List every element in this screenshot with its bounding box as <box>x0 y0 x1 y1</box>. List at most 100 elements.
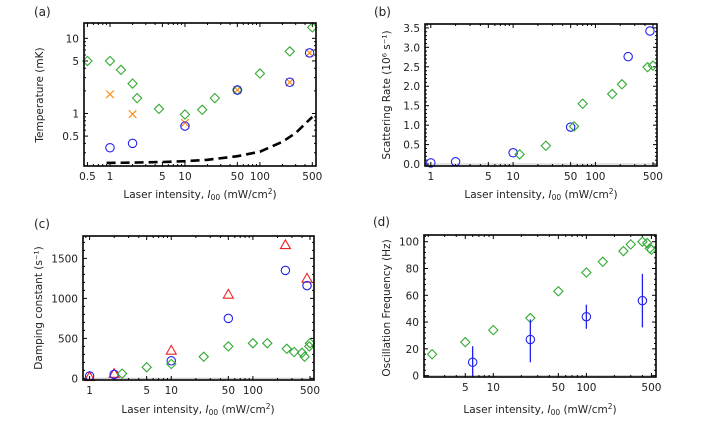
data-point-diamond <box>625 238 637 250</box>
data-point-diamond <box>514 148 526 160</box>
data-point-diamond <box>642 61 653 73</box>
data-point-diamond <box>153 103 165 115</box>
panel-c-label: (c) <box>34 217 50 231</box>
panel-c-ylabel: Damping constant (s⁻¹) <box>33 246 45 369</box>
series-red-triangles <box>83 238 313 382</box>
data-point-circle <box>426 158 436 168</box>
panel-d: (d) 5 10 50 100 500 0 20 40 60 80 100 Oscillation … <box>373 215 661 417</box>
data-point-diamond <box>296 347 308 359</box>
data-point-circle <box>581 311 592 322</box>
x-tick-label: 5 <box>159 171 166 183</box>
data-point-cross <box>105 90 115 99</box>
data-point-diamond <box>606 88 618 100</box>
panel-c-xlabel: Laser intensity, I00 (mW/cm2) <box>121 402 274 417</box>
data-point-circle <box>180 121 190 131</box>
series-green-diamonds <box>426 236 657 360</box>
y-tick-label: 3.5 <box>403 23 420 35</box>
data-point-diamond <box>116 368 128 379</box>
data-point-circle <box>280 265 291 276</box>
data-point-diamond <box>577 98 589 110</box>
data-point-diamond <box>299 351 311 363</box>
data-point-circle <box>127 138 138 149</box>
plot-frame <box>82 235 315 381</box>
y-tick-label: 10 <box>66 33 79 45</box>
x-tick-label: 50 <box>231 171 244 183</box>
y-tick-label: 1.0 <box>403 120 420 132</box>
plot-frame <box>423 234 657 378</box>
x-tick-label: 10 <box>165 385 178 397</box>
data-point-diamond <box>641 237 653 249</box>
plot-frame <box>424 23 658 167</box>
data-point-diamond <box>540 140 552 152</box>
y-tick-label: 2.5 <box>403 62 420 74</box>
data-point-cross <box>285 78 294 87</box>
data-point-circle <box>565 122 576 132</box>
data-point-cross <box>305 48 314 58</box>
data-point-circle <box>645 26 655 36</box>
data-point-triangle <box>279 238 292 250</box>
y-tick-label: 1 <box>72 108 79 120</box>
data-point-diamond <box>637 236 648 248</box>
y-tick-label: 1500 <box>51 253 78 265</box>
data-point-diamond <box>261 337 273 349</box>
x-tick-label: 500 <box>643 171 663 183</box>
data-point-diamond <box>459 336 471 348</box>
x-tick-label: 50 <box>222 385 235 397</box>
data-point-diamond <box>647 60 659 72</box>
data-point-diamond <box>222 341 234 352</box>
y-tick-label: 0.5 <box>403 140 420 152</box>
data-point-circle <box>304 48 315 58</box>
series-orange-crosses <box>105 48 314 128</box>
panel-c: (c) 1 5 10 50 100 500 0 500 1000 1500 Damping con… <box>33 217 320 417</box>
panel-b-ylabel: Scattering Rate (10⁶ s⁻¹) <box>381 30 393 159</box>
y-tick-label: 80 <box>406 263 419 275</box>
data-point-diamond <box>426 348 438 360</box>
x-tick-label: 10 <box>506 171 519 183</box>
y-tick-label: 0.0 <box>403 159 420 171</box>
panel-b-label: (b) <box>374 5 391 19</box>
data-point-circle <box>637 295 648 306</box>
y-tick-label: 40 <box>406 317 419 329</box>
x-tick-label: 1 <box>86 385 93 397</box>
data-point-circle <box>284 77 295 88</box>
y-tick-label: 2.0 <box>403 81 420 93</box>
plot-d-area: 5 10 50 100 500 0 20 40 60 80 100 <box>399 234 661 394</box>
panel-d-label: (d) <box>373 215 390 229</box>
panel-b-xlabel: Laser intensity, I00 (mW/cm2) <box>464 187 617 202</box>
series-blue-circles <box>426 26 655 168</box>
panel-d-xlabel: Laser intensity, I00 (mW/cm2) <box>463 402 616 417</box>
data-point-diamond <box>646 244 657 256</box>
x-tick-label: 5 <box>143 385 150 397</box>
data-point-circle <box>525 334 536 345</box>
data-point-diamond <box>254 68 266 79</box>
data-point-circle <box>105 142 115 153</box>
data-point-diamond <box>209 92 221 104</box>
x-tick-label: 10 <box>178 171 191 183</box>
x-tick-label: 50 <box>552 382 565 394</box>
x-tick-label: 5 <box>462 382 469 394</box>
data-point-diamond <box>288 346 300 358</box>
y-tick-label: 1000 <box>51 293 78 305</box>
data-point-diamond <box>304 337 316 349</box>
x-tick-label: 500 <box>300 385 320 397</box>
panel-b: (b) 1 5 10 50 100 500 0.0 0.5 1.0 1.5 2.0 2.5 3.0 3.5… <box>374 5 663 202</box>
series-blue-circles-with-error-bars- <box>467 273 648 376</box>
data-point-diamond <box>284 46 296 57</box>
series-green-diamonds <box>514 60 659 160</box>
data-point-cross <box>233 85 242 95</box>
series-blue-circles <box>84 265 312 381</box>
y-tick-label: 0.5 <box>62 131 79 143</box>
data-point-triangle <box>301 272 313 283</box>
series-green-diamonds <box>116 337 316 379</box>
data-point-diamond <box>487 324 499 336</box>
x-tick-label: 500 <box>641 382 661 394</box>
x-tick-label: 100 <box>243 385 263 397</box>
data-point-circle <box>302 280 312 291</box>
x-tick-label: 0.5 <box>79 171 96 183</box>
y-tick-label: 100 <box>399 237 419 249</box>
x-tick-label: 100 <box>585 171 605 183</box>
data-point-diamond <box>616 78 628 90</box>
data-point-circle <box>467 357 478 368</box>
x-tick-label: 50 <box>564 171 577 183</box>
data-point-diamond <box>104 55 116 67</box>
